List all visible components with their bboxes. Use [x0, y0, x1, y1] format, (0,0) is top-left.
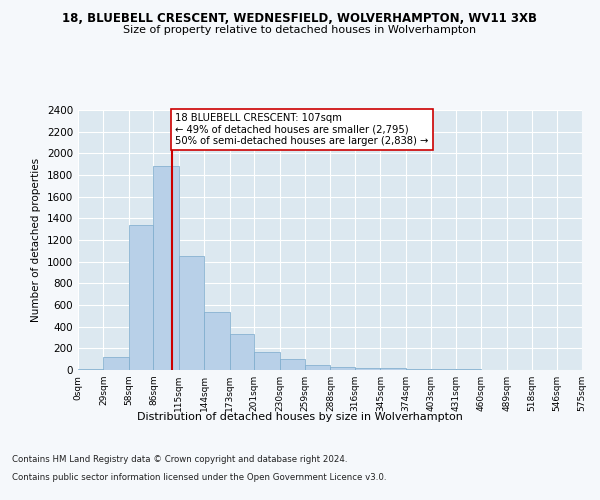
Bar	[456, 369, 481, 370]
Bar	[154, 166, 179, 370]
Bar	[355, 368, 380, 370]
Bar	[78, 369, 103, 370]
Text: Distribution of detached houses by size in Wolverhampton: Distribution of detached houses by size …	[137, 412, 463, 422]
Text: Size of property relative to detached houses in Wolverhampton: Size of property relative to detached ho…	[124, 25, 476, 35]
Bar	[280, 359, 305, 370]
Text: 18, BLUEBELL CRESCENT, WEDNESFIELD, WOLVERHAMPTON, WV11 3XB: 18, BLUEBELL CRESCENT, WEDNESFIELD, WOLV…	[62, 12, 538, 26]
Text: Contains HM Land Registry data © Crown copyright and database right 2024.: Contains HM Land Registry data © Crown c…	[12, 455, 347, 464]
Bar	[129, 225, 154, 370]
Bar	[230, 334, 254, 370]
Text: 18 BLUEBELL CRESCENT: 107sqm
← 49% of detached houses are smaller (2,795)
50% of: 18 BLUEBELL CRESCENT: 107sqm ← 49% of de…	[175, 114, 428, 146]
Bar	[204, 312, 230, 370]
Text: Contains public sector information licensed under the Open Government Licence v3: Contains public sector information licen…	[12, 472, 386, 482]
Bar	[254, 352, 280, 370]
Bar	[103, 357, 129, 370]
Bar	[380, 368, 406, 370]
Bar	[331, 367, 355, 370]
Bar	[406, 369, 431, 370]
Bar	[305, 364, 331, 370]
Bar	[179, 256, 204, 370]
Y-axis label: Number of detached properties: Number of detached properties	[31, 158, 41, 322]
